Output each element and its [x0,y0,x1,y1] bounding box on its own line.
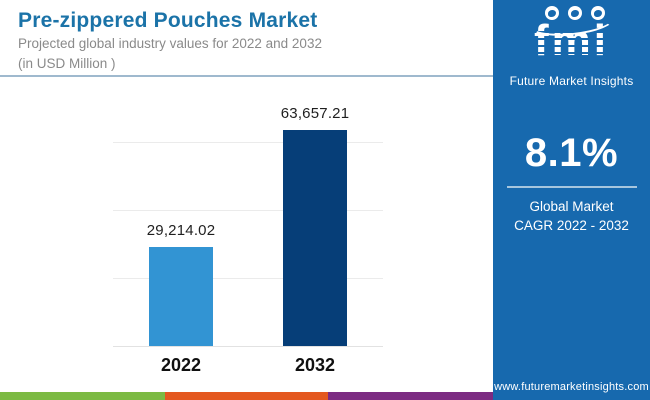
logo-text: fmi [534,16,609,65]
sidebar: fmi Future Market Insights 8.1% Global M… [493,0,650,400]
cagr-block: 8.1% Global Market CAGR 2022 - 2032 [493,131,650,235]
logo-wordmark: fmi [530,19,613,70]
cagr-label-line-2: CAGR 2022 - 2032 [514,218,629,233]
cagr-divider [506,186,637,188]
page-title: Pre-zippered Pouches Market [18,9,318,32]
logo-globe-icons [545,6,625,21]
bar-chart: 29,214.02 63,657.21 [113,75,383,347]
bar-2032 [283,130,347,346]
x-axis-line [113,346,383,347]
bar-2022 [149,247,213,346]
strip-segment-purple [328,392,493,400]
strip-segment-green [0,392,165,400]
gridline-40000 [113,210,383,211]
value-label-2022: 29,214.02 [146,222,216,239]
header: Pre-zippered Pouches Market Projected gl… [0,0,493,77]
x-tick-2022: 2022 [160,355,202,375]
cagr-value: 8.1% [524,131,619,175]
x-tick-2032: 2032 [294,355,336,375]
globe-icon [591,6,605,20]
fmi-logo: fmi Future Market Insights [493,4,650,88]
globe-icon [568,6,582,20]
cagr-label-line-1: Global Market [529,199,614,214]
value-label-2032: 63,657.21 [280,105,350,122]
gridline-60000 [113,142,383,143]
subtitle-line-2: (in USD Million ) [18,55,116,71]
footer-color-strip [0,392,493,400]
globe-icon [545,6,559,20]
logo-caption: Future Market Insights [509,74,634,88]
subtitle-line-1: Projected global industry values for 202… [18,36,322,51]
strip-segment-orange [165,392,328,400]
website-url: www.futuremarketinsights.com [494,381,649,393]
gridline-20000 [113,278,383,279]
